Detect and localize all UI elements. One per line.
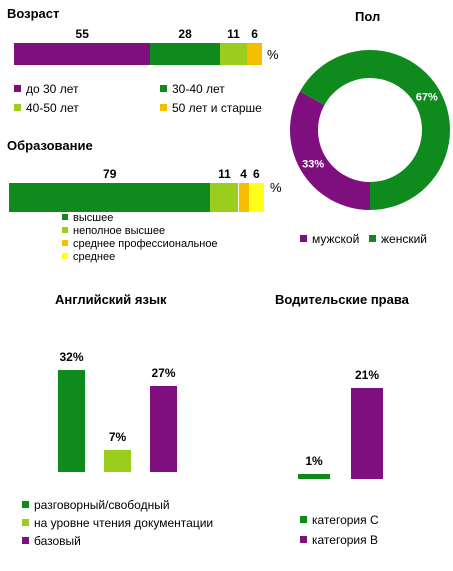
education-bar <box>9 183 264 212</box>
english-bar-fluent <box>58 370 85 472</box>
age-chart-title: Возраст <box>7 6 60 21</box>
gender-legend-female: женский <box>369 232 427 246</box>
age-label-50plus: 6 <box>251 27 258 41</box>
legend-swatch <box>62 253 68 260</box>
legend-swatch <box>369 235 376 243</box>
age-label-under30: 55 <box>75 27 89 41</box>
age-seg-40-50 <box>219 43 248 65</box>
legend-swatch <box>300 516 307 524</box>
legend-label: 40-50 лет <box>26 101 79 115</box>
edu-legend-higher: высшее <box>62 212 113 224</box>
education-chart-title: Образование <box>7 138 93 153</box>
edu-legend-vocational: среднее профессиональное <box>62 238 218 250</box>
license-bar-category-b <box>351 388 383 479</box>
english-legend-reading: на уровне чтения документации <box>22 516 213 530</box>
license-legend-category-b: категория В <box>300 533 378 547</box>
legend-label: мужской <box>312 232 360 246</box>
english-bar-basic <box>150 385 177 472</box>
legend-swatch <box>22 519 29 527</box>
gender-slice-male <box>290 91 370 210</box>
legend-label: среднее <box>73 251 116 263</box>
legend-label: среднее профессиональное <box>73 238 218 250</box>
legend-label: базовый <box>34 534 81 548</box>
legend-label: неполное высшее <box>73 225 166 237</box>
legend-swatch <box>22 537 29 545</box>
edu-legend-incomplete-higher: неполное высшее <box>62 225 165 237</box>
english-label-fluent: 32% <box>59 350 84 364</box>
legend-label: до 30 лет <box>26 82 79 96</box>
age-bar-labels: 55 28 11 6 <box>14 27 262 43</box>
edu-seg-higher <box>9 183 211 212</box>
gender-label-female: 67% <box>416 91 438 103</box>
english-label-basic: 27% <box>151 365 176 380</box>
legend-swatch <box>300 536 307 544</box>
gender-label-male: 33% <box>302 159 324 171</box>
age-bar <box>14 43 262 65</box>
gender-slice-female <box>299 50 450 210</box>
license-chart-title: Водительские права <box>275 292 409 307</box>
legend-label: категория С <box>312 513 379 527</box>
edu-label-vocational: 4 <box>240 167 247 181</box>
license-label-category-b: 21% <box>354 368 380 382</box>
license-legend-category-c: категория С <box>300 513 379 527</box>
legend-swatch <box>22 501 29 509</box>
gender-legend-male: мужской <box>300 232 359 246</box>
edu-label-incomplete-higher: 11 <box>218 167 231 181</box>
age-legend-under30: до 30 лет <box>14 82 78 96</box>
legend-swatch <box>62 227 68 234</box>
age-legend-40-50: 40-50 лет <box>14 101 79 115</box>
legend-swatch <box>14 85 21 93</box>
legend-label: категория В <box>312 533 378 547</box>
legend-label: на уровне чтения документации <box>34 516 214 530</box>
edu-label-higher: 79 <box>103 167 117 181</box>
edu-legend-secondary: среднее <box>62 251 115 263</box>
legend-label: 50 лет и старше <box>172 101 262 115</box>
edu-label-secondary: 6 <box>252 167 260 181</box>
legend-swatch <box>62 240 68 247</box>
age-percent-unit: % <box>267 47 279 62</box>
age-seg-under30 <box>14 43 151 65</box>
english-legend-basic: базовый <box>22 534 81 548</box>
legend-swatch <box>62 214 68 221</box>
english-legend-fluent: разговорный/свободный <box>22 498 170 512</box>
legend-label: женский <box>381 232 427 246</box>
legend-swatch <box>14 104 21 112</box>
age-label-30-40: 28 <box>178 27 192 41</box>
edu-seg-secondary <box>248 183 264 212</box>
edu-seg-vocational <box>238 183 249 212</box>
age-label-40-50: 11 <box>227 27 240 41</box>
legend-label: 30-40 лет <box>172 82 225 96</box>
gender-chart-title: Пол <box>355 9 381 24</box>
legend-swatch <box>300 235 307 243</box>
english-bar-reading <box>104 449 131 472</box>
gender-donut: 33% 67% <box>290 50 450 210</box>
education-bar-labels: 79 11 4 6 <box>9 167 264 183</box>
legend-label: разговорный/свободный <box>34 498 170 512</box>
legend-swatch <box>160 104 167 112</box>
age-seg-30-40 <box>150 43 220 65</box>
age-legend-30-40: 30-40 лет <box>160 82 225 96</box>
edu-seg-incomplete-higher <box>210 183 239 212</box>
education-percent-unit: % <box>270 180 282 195</box>
license-bar-category-c <box>298 474 330 479</box>
license-label-category-c: 1% <box>305 454 323 468</box>
english-chart-title: Английский язык <box>55 292 167 307</box>
legend-swatch <box>160 85 167 93</box>
age-seg-50plus <box>247 43 262 65</box>
legend-label: высшее <box>73 212 114 224</box>
age-legend-50plus: 50 лет и старше <box>160 101 262 115</box>
english-label-reading: 7% <box>108 429 127 444</box>
